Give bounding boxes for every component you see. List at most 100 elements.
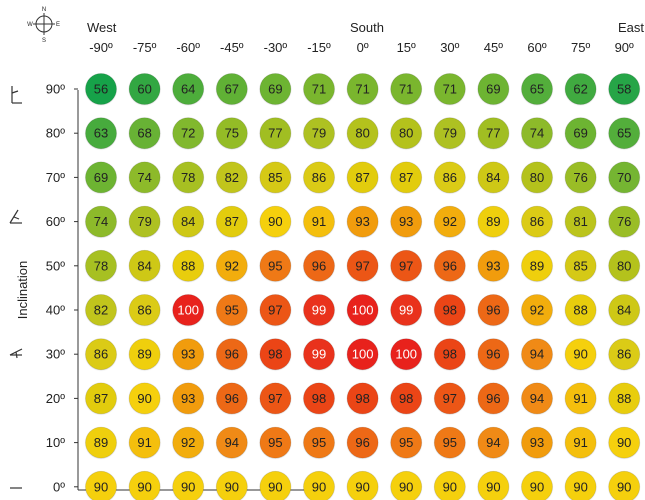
heatmap-cell-circle bbox=[433, 382, 466, 415]
heatmap-cell-circle bbox=[608, 294, 641, 326]
heatmap-cell: 100 bbox=[346, 294, 379, 326]
heatmap-cell-value: 60 bbox=[137, 82, 151, 97]
heatmap-cell: 85 bbox=[564, 249, 597, 282]
heatmap-cell-circle bbox=[521, 294, 553, 326]
heatmap-cell-value: 91 bbox=[573, 391, 587, 406]
heatmap-cell-value: 100 bbox=[395, 347, 417, 362]
roof-30deg-icon bbox=[9, 348, 23, 359]
heatmap-cell-value: 92 bbox=[443, 214, 457, 229]
heatmap-cell-circle bbox=[215, 161, 248, 194]
heatmap-cell-circle bbox=[128, 470, 161, 500]
heatmap-cell: 90 bbox=[390, 470, 423, 500]
heatmap-cell: 69 bbox=[259, 73, 292, 105]
heatmap-cell-value: 86 bbox=[137, 303, 151, 318]
heatmap-cell-value: 63 bbox=[94, 126, 108, 141]
heatmap-cell-value: 80 bbox=[355, 126, 369, 141]
heatmap-cell: 86 bbox=[128, 294, 161, 326]
heatmap-cell-value: 96 bbox=[225, 391, 239, 406]
heatmap-cell: 94 bbox=[215, 426, 248, 459]
heatmap-cell-circle bbox=[259, 73, 292, 105]
heatmap-cell-circle bbox=[433, 161, 466, 194]
heatmap-cell: 93 bbox=[390, 205, 423, 238]
heatmap-cell-value: 99 bbox=[399, 303, 413, 318]
heatmap-cell-circle bbox=[477, 338, 510, 371]
heatmap-cell-circle bbox=[564, 470, 597, 500]
heatmap-cell-circle bbox=[128, 294, 161, 326]
heatmap-cell: 98 bbox=[390, 382, 423, 415]
heatmap-cell-value: 100 bbox=[177, 303, 199, 318]
heatmap-cell-circle bbox=[564, 205, 597, 238]
heatmap-cell-value: 78 bbox=[94, 258, 108, 273]
heatmap-cell-value: 91 bbox=[573, 435, 587, 450]
heatmap-cell-value: 69 bbox=[573, 126, 587, 141]
heatmap-cell: 90 bbox=[259, 205, 292, 238]
heatmap-cell: 93 bbox=[477, 249, 510, 282]
compass-w: W bbox=[27, 22, 33, 28]
heatmap-cell: 60 bbox=[128, 73, 161, 105]
heatmap-cell-value: 96 bbox=[486, 303, 500, 318]
heatmap-cell-value: 80 bbox=[399, 126, 413, 141]
compass-n: N bbox=[42, 7, 46, 13]
heatmap-cell-circle bbox=[215, 338, 248, 371]
heatmap-cell-value: 72 bbox=[181, 126, 195, 141]
x-tick-label: -90º bbox=[89, 40, 113, 55]
heatmap-cell-circle bbox=[390, 117, 423, 150]
heatmap-cell: 77 bbox=[477, 117, 510, 150]
heatmap-cell-circle bbox=[303, 338, 335, 371]
heatmap-cell: 76 bbox=[564, 161, 597, 194]
heatmap-cell-circle bbox=[303, 117, 335, 150]
y-tick-label: 10º bbox=[46, 435, 65, 450]
heatmap-cell: 90 bbox=[477, 470, 510, 500]
heatmap-cell: 93 bbox=[172, 382, 205, 415]
heatmap-cell-circle bbox=[85, 205, 117, 238]
heatmap-cell: 91 bbox=[303, 205, 335, 238]
heatmap-cell-circle bbox=[433, 294, 466, 326]
heatmap-cell: 81 bbox=[564, 205, 597, 238]
heatmap-cell-circle bbox=[172, 470, 205, 500]
heatmap-cell-value: 85 bbox=[573, 258, 587, 273]
heatmap-cell-value: 77 bbox=[486, 126, 500, 141]
heatmap-cell: 88 bbox=[172, 249, 205, 282]
x-tick-label: 30º bbox=[440, 40, 459, 55]
heatmap-cell: 97 bbox=[433, 382, 466, 415]
x-tick-label: 90º bbox=[615, 40, 634, 55]
heatmap-cell-value: 80 bbox=[617, 258, 631, 273]
heatmap-cell-circle bbox=[433, 338, 466, 371]
heatmap-cell-circle bbox=[128, 249, 161, 282]
heatmap-cell-circle bbox=[521, 426, 553, 459]
heatmap-cell-value: 76 bbox=[617, 214, 631, 229]
heatmap-cell-value: 71 bbox=[399, 82, 413, 97]
heatmap-cell: 91 bbox=[564, 382, 597, 415]
heatmap-cell-circle bbox=[172, 161, 205, 194]
heatmap-cell-circle bbox=[215, 205, 248, 238]
roof-60deg-icon bbox=[9, 209, 22, 224]
heatmap-cell-circle bbox=[564, 426, 597, 459]
heatmap-cell: 63 bbox=[85, 117, 117, 150]
heatmap-cell-circle bbox=[521, 249, 553, 282]
inclination-symbols bbox=[9, 86, 23, 489]
heatmap-cell-circle bbox=[303, 249, 335, 282]
x-tick-label: 0º bbox=[357, 40, 369, 55]
heatmap-cell: 90 bbox=[172, 470, 205, 500]
heatmap-cell-value: 90 bbox=[268, 214, 282, 229]
heatmap-cell: 92 bbox=[172, 426, 205, 459]
heatmap-cell: 88 bbox=[564, 294, 597, 326]
heatmap-cell-value: 96 bbox=[443, 258, 457, 273]
heatmap-cell-value: 69 bbox=[268, 82, 282, 97]
heatmap-cell-value: 90 bbox=[355, 479, 369, 494]
heatmap-cell-value: 100 bbox=[352, 347, 374, 362]
heatmap-cell-value: 100 bbox=[352, 303, 374, 318]
heatmap-cell: 71 bbox=[390, 73, 423, 105]
heatmap-cell-circle bbox=[477, 161, 510, 194]
heatmap-cell-circle bbox=[477, 470, 510, 500]
x-tick-label: 60º bbox=[527, 40, 546, 55]
heatmap-cell-circle bbox=[564, 249, 597, 282]
heatmap-cell: 90 bbox=[215, 470, 248, 500]
heatmap-cell-circle bbox=[346, 294, 379, 326]
heatmap-cell-value: 82 bbox=[94, 303, 108, 318]
heatmap-cell-circle bbox=[346, 73, 379, 105]
heatmap-cell: 90 bbox=[346, 470, 379, 500]
heatmap-cell: 78 bbox=[85, 249, 117, 282]
heatmap-cell: 79 bbox=[433, 117, 466, 150]
heatmap-cell-circle bbox=[259, 426, 292, 459]
